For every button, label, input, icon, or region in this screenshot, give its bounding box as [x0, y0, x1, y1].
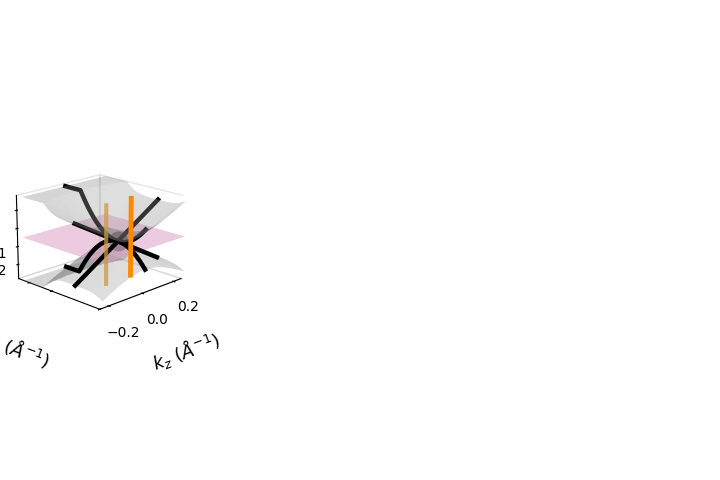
Y-axis label: $k_y$ ($\AA^{-1}$): $k_y$ ($\AA^{-1}$): [0, 324, 53, 376]
X-axis label: $k_z$ ($\AA^{-1}$): $k_z$ ($\AA^{-1}$): [148, 326, 223, 375]
